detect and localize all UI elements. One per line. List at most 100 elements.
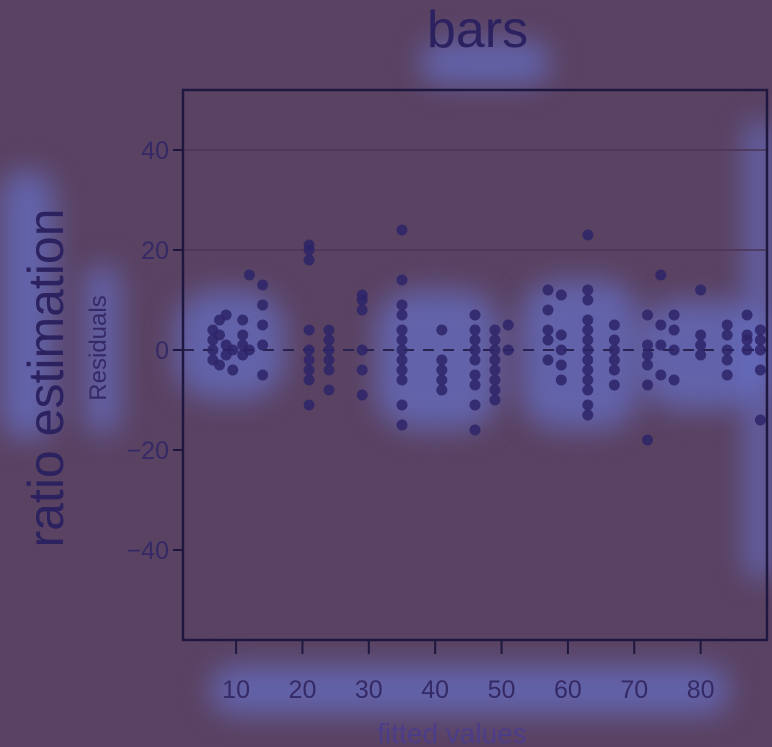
- data-point: [257, 319, 269, 331]
- data-point: [436, 324, 448, 336]
- data-point: [469, 354, 481, 366]
- data-point: [323, 324, 335, 336]
- data-point: [396, 344, 408, 356]
- data-point: [396, 299, 408, 311]
- data-point: [754, 334, 766, 346]
- x-tick-label: 30: [355, 676, 383, 704]
- data-point: [303, 364, 315, 376]
- data-point: [489, 334, 501, 346]
- data-point: [608, 319, 620, 331]
- data-point: [356, 364, 368, 376]
- data-point: [582, 294, 594, 306]
- data-point: [655, 319, 667, 331]
- data-point: [668, 309, 680, 321]
- data-point: [542, 354, 554, 366]
- y-tick-label: −20: [127, 437, 169, 465]
- data-point: [220, 309, 232, 321]
- data-point: [323, 344, 335, 356]
- data-point: [489, 354, 501, 366]
- data-point: [396, 399, 408, 411]
- data-point: [489, 324, 501, 336]
- x-tick-label: 10: [222, 676, 250, 704]
- data-point: [257, 339, 269, 351]
- data-point: [542, 334, 554, 346]
- y-tick-label: 0: [155, 337, 169, 365]
- data-point: [323, 384, 335, 396]
- data-point: [237, 329, 249, 341]
- data-point: [323, 364, 335, 376]
- data-point: [303, 324, 315, 336]
- chart-title: bars: [426, 1, 529, 59]
- data-point: [207, 344, 219, 356]
- data-point: [243, 344, 255, 356]
- data-point: [582, 364, 594, 376]
- x-axis-label: fitted values: [377, 718, 526, 747]
- data-point: [655, 339, 667, 351]
- data-point: [303, 244, 315, 256]
- data-point: [721, 329, 733, 341]
- data-point: [303, 374, 315, 386]
- data-point: [356, 389, 368, 401]
- data-point: [227, 364, 239, 376]
- data-point: [469, 344, 481, 356]
- data-point: [655, 369, 667, 381]
- x-tick-label: 80: [687, 676, 715, 704]
- data-point: [214, 329, 225, 341]
- data-point: [469, 324, 481, 336]
- y-tick-label: 40: [141, 137, 169, 165]
- data-point: [396, 334, 408, 346]
- data-point: [695, 339, 707, 351]
- data-point: [396, 419, 408, 431]
- data-point: [555, 344, 567, 356]
- data-point: [303, 344, 315, 356]
- data-point: [582, 409, 594, 421]
- data-point: [555, 374, 567, 386]
- data-point: [721, 319, 733, 331]
- data-point: [257, 299, 269, 311]
- data-point: [655, 269, 667, 281]
- x-tick-label: 60: [554, 676, 582, 704]
- data-point: [754, 344, 766, 356]
- data-point: [582, 229, 594, 241]
- data-point: [582, 284, 594, 296]
- data-point: [608, 354, 620, 366]
- y-tick-label: −40: [127, 537, 169, 565]
- data-point: [257, 279, 269, 291]
- data-point: [489, 364, 501, 376]
- data-point: [721, 369, 733, 381]
- data-point: [582, 384, 594, 396]
- data-point: [396, 274, 408, 286]
- data-point: [668, 324, 680, 336]
- data-point: [542, 284, 554, 296]
- data-point: [642, 309, 654, 321]
- data-point: [582, 324, 594, 336]
- data-point: [436, 384, 448, 396]
- data-point: [721, 344, 733, 356]
- data-point: [469, 424, 481, 436]
- data-point: [582, 334, 594, 346]
- data-point: [555, 289, 567, 301]
- data-point: [582, 354, 594, 366]
- data-point: [542, 304, 554, 316]
- data-point: [555, 359, 567, 371]
- data-point: [237, 314, 249, 326]
- data-point: [754, 414, 766, 426]
- data-point: [303, 254, 315, 266]
- data-point: [214, 359, 225, 371]
- data-point: [436, 364, 448, 376]
- data-point: [754, 364, 766, 376]
- data-point: [608, 334, 620, 346]
- data-point: [555, 329, 567, 341]
- data-point: [721, 354, 733, 366]
- data-point: [243, 269, 255, 281]
- data-point: [582, 374, 594, 386]
- data-point: [356, 304, 368, 316]
- data-point: [642, 349, 654, 361]
- data-point: [608, 364, 620, 376]
- data-point: [396, 364, 408, 376]
- data-point: [642, 379, 654, 391]
- data-point: [489, 344, 501, 356]
- data-point: [436, 354, 448, 366]
- data-point: [695, 329, 707, 341]
- data-point: [542, 324, 554, 336]
